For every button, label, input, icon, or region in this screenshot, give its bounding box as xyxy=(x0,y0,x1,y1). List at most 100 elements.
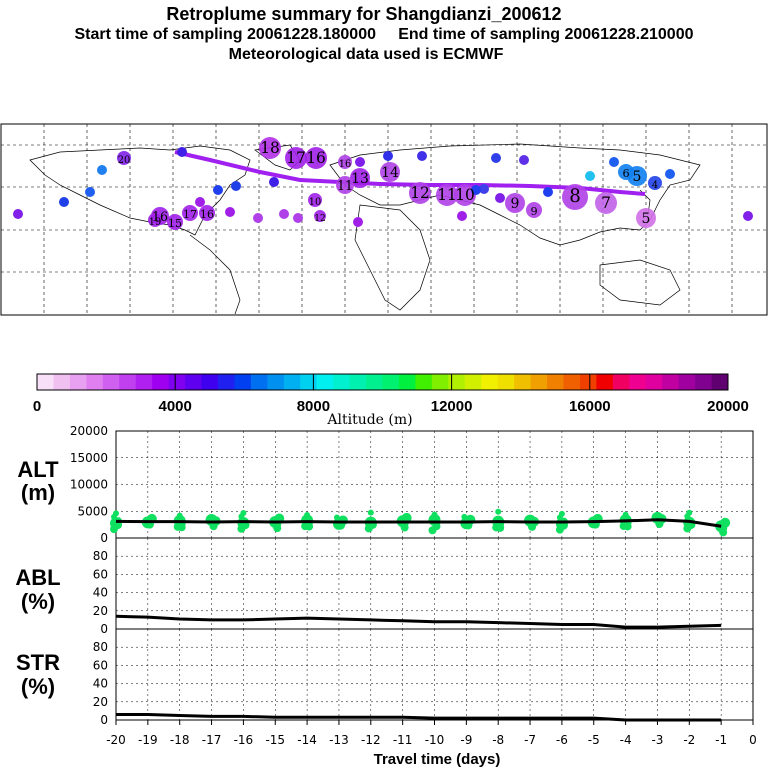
colorbar-swatch xyxy=(612,374,630,390)
map-day-label: 18 xyxy=(260,139,280,157)
map-plume-dot xyxy=(285,147,307,169)
alt-scatter-point xyxy=(273,524,282,533)
map-plume-dot xyxy=(526,202,542,218)
x-tick-label: -12 xyxy=(361,733,381,747)
map-day-label: 12 xyxy=(410,184,430,202)
map-day-label: 17 xyxy=(183,208,197,221)
map-small-dot xyxy=(231,181,241,191)
map-plume-dot xyxy=(117,151,131,165)
str-yticks: 80 60 40 20 0 xyxy=(93,640,108,727)
y-tick-label: 5000 xyxy=(77,504,108,518)
x-tick-label: -9 xyxy=(460,733,472,747)
chart-title: Retroplume summary for Shangdianzi_20061… xyxy=(166,4,562,24)
colorbar-swatch xyxy=(366,374,383,390)
map-day-label: 12 xyxy=(314,214,325,224)
x-tick-label: -17 xyxy=(202,733,222,747)
y-tick-label: 60 xyxy=(93,567,108,581)
abl-axis-label-bottom: (%) xyxy=(21,589,55,614)
colorbar-swatch xyxy=(711,374,729,390)
map-plume-dot xyxy=(259,137,281,159)
map-small-dot xyxy=(457,211,467,221)
alt-scatter-point xyxy=(113,510,119,517)
map-plume-dot xyxy=(636,208,656,228)
alt-scatter-point xyxy=(428,526,437,535)
map-plume-dot xyxy=(338,155,352,169)
map-plume-dot xyxy=(199,205,215,221)
colorbar-swatch xyxy=(102,374,120,390)
map-day-label: 15 xyxy=(168,217,182,230)
map-plume-dot xyxy=(505,193,525,213)
map-day-label: 11 xyxy=(437,186,457,204)
map-small-dot xyxy=(355,157,365,167)
map-plume-dot xyxy=(648,176,662,190)
alt-series-line xyxy=(115,518,722,528)
colorbar-swatch xyxy=(152,374,170,390)
x-tick-label: 0 xyxy=(749,733,757,747)
map-small-dot xyxy=(495,193,505,203)
map-small-dot xyxy=(519,155,529,165)
map-plume-dot xyxy=(350,168,370,188)
alt-axis-label-top: ALT xyxy=(17,457,59,482)
colorbar-swatch xyxy=(86,374,104,390)
colorbar-swatch xyxy=(217,374,235,390)
x-tick-label: -2 xyxy=(683,733,695,747)
colorbar-tick-label: 8000 xyxy=(297,398,330,415)
y-tick-label: 20 xyxy=(93,695,108,709)
map-small-dot xyxy=(293,213,303,223)
plume-dots xyxy=(13,137,753,230)
colorbar-swatch xyxy=(267,374,285,390)
map-plume-dot xyxy=(436,184,458,206)
map-small-dot xyxy=(225,207,235,217)
colorbar-frame xyxy=(36,373,729,391)
map-day-label: 10 xyxy=(455,186,475,204)
colorbar-swatch xyxy=(596,374,614,390)
colorbar-swatch xyxy=(316,374,334,390)
str-gridlines xyxy=(116,629,753,720)
colorbar-swatch xyxy=(234,374,252,390)
map-plume-dot xyxy=(167,214,183,230)
x-tick-label: -13 xyxy=(329,733,349,747)
x-tick-label: -6 xyxy=(556,733,568,747)
map-day-label: 16 xyxy=(152,209,168,224)
map-day-label: 11 xyxy=(337,178,353,193)
map-small-dot xyxy=(417,151,427,161)
colorbar-swatch xyxy=(135,374,153,390)
colorbar-swatch xyxy=(678,374,696,390)
map-small-dot xyxy=(665,169,675,179)
colorbar-swatch xyxy=(530,374,548,390)
colorbar-swatch xyxy=(283,374,301,390)
x-tick-label: -4 xyxy=(620,733,632,747)
colorbar-swatch xyxy=(185,374,203,390)
map-day-label: 19 xyxy=(149,217,161,228)
map-small-dot xyxy=(97,165,107,175)
map-small-dot xyxy=(491,153,501,163)
colorbar-swatches xyxy=(37,374,729,390)
colorbar-tick-label: 0 xyxy=(33,398,41,415)
map-day-label: 13 xyxy=(351,171,369,187)
map-small-dot xyxy=(195,197,205,207)
map-plume-dot xyxy=(595,192,617,214)
x-tick-label: -18 xyxy=(170,733,190,747)
alt-scatter-point xyxy=(492,523,501,532)
alt-scatter-point xyxy=(304,511,311,518)
map-plume-dot xyxy=(627,166,647,186)
y-tick-label: 15000 xyxy=(70,451,108,465)
colorbar-swatch xyxy=(119,374,137,390)
alt-scatter-point xyxy=(110,525,118,534)
map-small-dot xyxy=(353,217,363,227)
colorbar-tick-label: 16000 xyxy=(569,398,611,415)
colorbar-tick-label: 4000 xyxy=(159,398,192,415)
x-tick-label: -20 xyxy=(106,733,126,747)
alt-scatter-point xyxy=(401,512,412,523)
sampling-times: Start time of sampling 20061228.180000 E… xyxy=(0,26,768,44)
colorbar-swatch xyxy=(415,374,433,390)
str-axis-label-bottom: (%) xyxy=(21,674,55,699)
map-small-dot xyxy=(471,185,481,195)
y-tick-label: 0 xyxy=(100,622,108,636)
alt-scatter-point xyxy=(555,525,564,534)
map-day-label: 10 xyxy=(309,197,321,208)
map-small-dot xyxy=(383,151,393,161)
